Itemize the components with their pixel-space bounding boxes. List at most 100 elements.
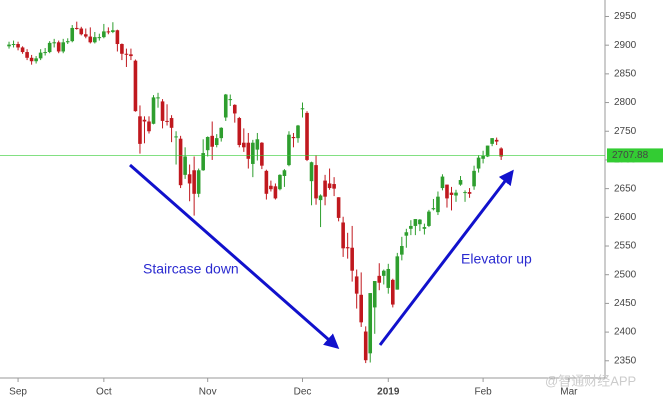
candle-body (61, 42, 66, 52)
y-tick-label: 2900 (614, 40, 637, 51)
candle-body (115, 30, 120, 45)
candle-body (269, 185, 273, 190)
candle-body (436, 196, 440, 213)
candle-body (129, 54, 133, 57)
candle-body (499, 148, 503, 157)
candle-body (214, 138, 219, 146)
candle-body (93, 37, 97, 43)
candle-body (187, 174, 192, 184)
candle-body (422, 227, 427, 229)
candle-body (79, 28, 84, 35)
candle-body (273, 186, 278, 199)
candle-body (29, 57, 34, 62)
x-tick-label: 2019 (377, 387, 400, 398)
candle-body (83, 34, 88, 37)
x-tick-label: Sep (9, 387, 27, 398)
candle-body (278, 174, 282, 190)
candle-body (165, 120, 169, 122)
candle-body (237, 118, 242, 146)
candle-body (494, 139, 499, 142)
candle-body (377, 275, 382, 283)
candle-body (467, 192, 472, 194)
candle-body (454, 192, 458, 196)
annotation: Elevator up (461, 251, 532, 267)
candle-body (336, 197, 341, 218)
candle-body (192, 170, 196, 194)
y-tick-label: 2950 (614, 11, 637, 22)
y-tick-label: 2650 (614, 183, 637, 194)
candle-body (472, 170, 476, 187)
candle-body (381, 270, 386, 276)
candle-body (210, 135, 215, 147)
y-tick-label: 2800 (614, 97, 637, 108)
candle-body (332, 184, 336, 189)
candle-body (386, 268, 391, 288)
candle-body (372, 281, 377, 308)
candle-body (65, 41, 70, 43)
candle-body (255, 139, 260, 150)
candle-body (169, 118, 174, 128)
y-tick-label: 2600 (614, 212, 637, 223)
candle-body (305, 112, 309, 160)
candle-body (205, 136, 210, 151)
watermark: @智通财经APP (545, 373, 636, 388)
x-tick-label: Oct (96, 387, 112, 398)
candle-body (34, 58, 38, 62)
candle-body (88, 36, 93, 43)
x-tick-label: Nov (199, 387, 217, 398)
y-tick-label: 2550 (614, 241, 637, 252)
candle-body (404, 232, 409, 236)
candle-body (490, 138, 494, 144)
candle-body (223, 94, 228, 118)
y-tick-label: 2850 (614, 69, 637, 80)
candle-body (183, 156, 187, 175)
candle-body (7, 44, 11, 47)
candle-body (341, 222, 345, 249)
candle-body (291, 136, 296, 139)
candle-body (138, 116, 142, 144)
candle-body (409, 225, 413, 229)
up-arrow (378, 169, 514, 346)
candle-body (427, 211, 431, 226)
candle-body (309, 162, 314, 182)
candle-body (323, 180, 327, 197)
candle-body (201, 153, 205, 171)
candle-body (178, 138, 183, 186)
candle-body (124, 53, 129, 55)
candle-body (449, 192, 454, 195)
candle-body (133, 60, 138, 112)
y-tick-label: 2500 (614, 269, 637, 280)
candle-body (219, 127, 224, 139)
candle-body (282, 170, 287, 177)
candle-body (314, 165, 318, 199)
candle-body (47, 42, 52, 53)
candle-body (390, 279, 395, 305)
candle-body (11, 44, 16, 46)
candle-body (345, 247, 350, 249)
candle-body (70, 27, 75, 42)
candle-body (413, 219, 418, 226)
candle-body (363, 331, 368, 361)
candle-body (156, 97, 160, 99)
candle-body (106, 31, 111, 33)
candle-body (354, 276, 359, 294)
candle-body (476, 157, 481, 169)
candle-body (418, 219, 422, 225)
candle-body (38, 52, 43, 59)
candle-body (395, 256, 400, 290)
candle-body (43, 52, 47, 54)
candle-body (246, 142, 251, 159)
candle-body (481, 155, 485, 159)
candle-body (287, 134, 291, 166)
candle-body (52, 42, 56, 44)
candle-body (485, 145, 490, 157)
last-price-box (607, 148, 663, 163)
annotation: Staircase down (143, 261, 239, 277)
candle-body (327, 183, 332, 189)
candle-body (296, 125, 300, 139)
candle-body (174, 136, 178, 138)
candle-body (431, 208, 436, 210)
candle-body (251, 142, 255, 164)
candle-body (458, 180, 463, 185)
candle-body (440, 176, 445, 189)
